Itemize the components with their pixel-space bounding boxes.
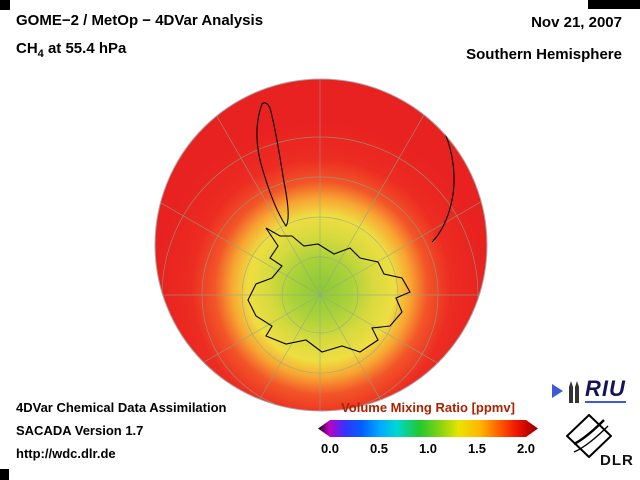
tick-label: 2.0 — [516, 441, 536, 456]
date-label: Nov 21, 2007 — [531, 14, 622, 31]
pressure-level: at 55.4 hPa — [43, 40, 127, 57]
title-line-1: GOME−2 / MetOp − 4DVar Analysis — [16, 12, 264, 29]
riu-logo: RIU — [552, 378, 626, 403]
dlr-logo-text: DLR — [600, 452, 634, 469]
antarctica-outline — [247, 227, 411, 353]
frame-artifact-top-left — [0, 0, 10, 10]
credit-line-1: 4DVar Chemical Data Assimilation — [16, 400, 227, 415]
title-line-2: CH4 at 55.4 hPa — [16, 40, 126, 60]
tick-label: 1.5 — [467, 441, 487, 456]
cathedral-icon — [569, 380, 579, 403]
globe-map — [154, 78, 488, 412]
colorbar-gradient — [318, 420, 538, 437]
tick-label: 1.0 — [418, 441, 438, 456]
molecule-subscript: 4 — [37, 48, 44, 60]
molecule-name: CH — [16, 40, 38, 57]
credit-url: http://wdc.dlr.de — [16, 446, 116, 461]
credit-line-2: SACADA Version 1.7 — [16, 423, 144, 438]
africa-outline — [431, 117, 455, 243]
frame-artifact-bottom-left — [0, 469, 9, 480]
hemisphere-label: Southern Hemisphere — [466, 46, 622, 63]
dlr-logo-icon — [566, 414, 612, 458]
riu-logo-text: RIU — [585, 376, 626, 403]
south-america-outline — [256, 102, 289, 227]
colorbar-title: Volume Mixing Ratio [ppmv] — [341, 400, 515, 415]
tick-label: 0.0 — [320, 441, 340, 456]
globe-disc — [154, 78, 488, 412]
frame-artifact-top-right — [588, 0, 640, 9]
riu-triangle-icon — [552, 383, 563, 398]
colorbar-tick-labels: 0.0 0.5 1.0 1.5 2.0 — [310, 441, 546, 456]
tick-label: 0.5 — [369, 441, 389, 456]
